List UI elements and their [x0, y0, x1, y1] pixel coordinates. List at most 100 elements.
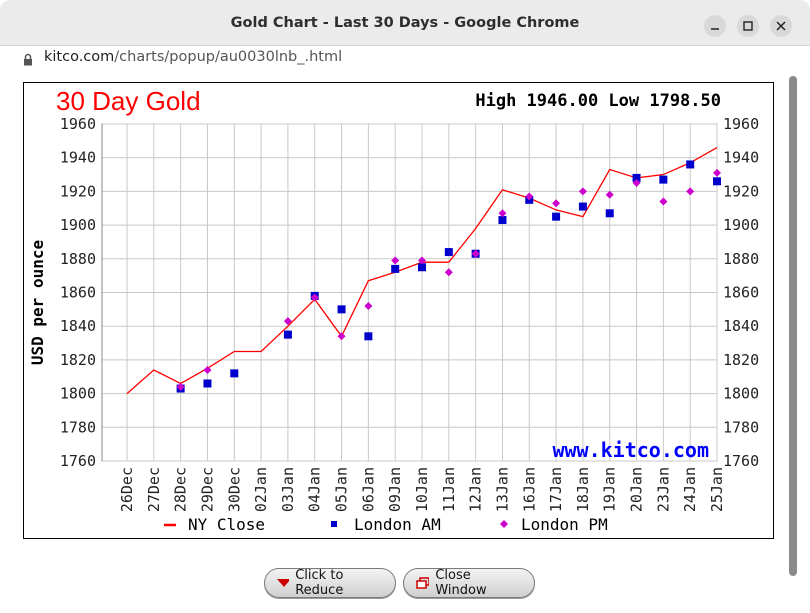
- x-tick-label: 13Jan: [493, 467, 511, 512]
- y-tick-label-right: 1880: [723, 250, 759, 268]
- london-pm-point: [525, 192, 534, 201]
- x-tick-label: 30Dec: [225, 467, 243, 512]
- legend-london-am-marker: [331, 521, 337, 527]
- y-tick-label-right: 1900: [723, 216, 759, 234]
- y-tick-label-left: 1880: [60, 250, 96, 268]
- y-tick-label-right: 1800: [723, 385, 759, 403]
- x-tick-label: 04Jan: [306, 467, 324, 512]
- london-pm-point: [713, 168, 721, 177]
- london-am-point: [686, 160, 695, 169]
- london-pm-point: [203, 366, 212, 375]
- london-am-point: [230, 369, 239, 378]
- x-tick-label: 11Jan: [440, 467, 458, 512]
- y-tick-label-left: 1900: [60, 216, 96, 234]
- legend-london-pm-marker: [500, 520, 508, 528]
- london-pm-point: [605, 190, 614, 199]
- y-tick-label-left: 1760: [60, 452, 96, 470]
- london-am-point: [391, 264, 400, 273]
- url-host: kitco.com: [44, 49, 115, 65]
- london-pm-point: [418, 256, 426, 265]
- chart-title: 30 Day Gold: [56, 86, 201, 116]
- x-tick-label: 12Jan: [467, 467, 485, 512]
- y-tick-label-left: 1920: [60, 182, 96, 200]
- london-pm-point: [176, 382, 185, 391]
- chart-frame: 1960 1960 1940 1940 1920 1920 1900 1900 1880 1880…: [23, 82, 774, 539]
- london-am-point: [498, 216, 507, 225]
- x-tick-label: 16Jan: [520, 467, 538, 512]
- y-tick-label-right: 1760: [723, 452, 759, 470]
- minimize-button[interactable]: [704, 15, 726, 37]
- vertical-scrollbar[interactable]: [789, 76, 797, 576]
- london-am-point: [659, 175, 668, 184]
- london-am-point: [283, 330, 292, 339]
- london-am-point: [203, 379, 212, 388]
- x-tick-label: 28Dec: [172, 467, 190, 512]
- london-pm-point: [444, 268, 453, 277]
- watermark-text: www.kitco.com: [552, 438, 709, 462]
- london-am-point: [364, 332, 373, 341]
- y-tick-label-left: 1940: [60, 149, 96, 167]
- y-tick-label-right: 1840: [723, 317, 759, 335]
- london-am-point: [444, 248, 453, 257]
- london-pm-point: [686, 187, 695, 196]
- window-close-icon: [416, 577, 430, 589]
- x-tick-label: 17Jan: [547, 467, 565, 512]
- click-to-reduce-button[interactable]: Click to Reduce: [264, 568, 396, 598]
- x-tick-label: 26Dec: [118, 467, 136, 512]
- close-icon: [776, 21, 786, 31]
- x-tick-label: 02Jan: [252, 467, 270, 512]
- y-tick-label-right: 1920: [723, 182, 759, 200]
- y-tick-label-left: 1960: [60, 115, 96, 133]
- maximize-icon: [743, 21, 753, 31]
- x-tick-label: 29Dec: [198, 467, 216, 512]
- x-tick-label: 23Jan: [654, 467, 672, 512]
- url-text[interactable]: kitco.com/charts/popup/au0030lnb_.html: [44, 49, 342, 65]
- x-tick-label: 19Jan: [601, 467, 619, 512]
- close-window-page-button[interactable]: Close Window: [403, 568, 535, 598]
- y-tick-label-right: 1780: [723, 418, 759, 436]
- london-am-point: [418, 263, 426, 272]
- london-am-point: [713, 177, 721, 186]
- london-pm-point: [498, 209, 507, 218]
- london-am-point: [552, 212, 561, 221]
- x-tick-label: 09Jan: [386, 467, 404, 512]
- x-tick-label: 27Dec: [145, 467, 163, 512]
- maximize-button[interactable]: [737, 15, 759, 37]
- london-pm-point: [659, 197, 668, 206]
- london-pm-point: [283, 317, 292, 326]
- y-axis-label: USD per ounce: [28, 240, 47, 365]
- london-pm-point: [578, 187, 587, 196]
- london-pm-point: [552, 199, 561, 208]
- address-bar[interactable]: kitco.com/charts/popup/au0030lnb_.html: [0, 46, 810, 72]
- london-pm-point: [310, 293, 319, 302]
- london-pm-point: [337, 332, 346, 341]
- url-path: /charts/popup/au0030lnb_.html: [114, 49, 343, 65]
- x-tick-label: 25Jan: [708, 467, 726, 512]
- minimize-icon: [711, 28, 719, 30]
- y-tick-label-left: 1840: [60, 317, 96, 335]
- y-tick-label-left: 1860: [60, 284, 96, 302]
- close-window-button[interactable]: [770, 15, 792, 37]
- y-tick-label-right: 1940: [723, 149, 759, 167]
- legend-london-am-label: London AM: [354, 515, 441, 534]
- x-tick-label: 03Jan: [279, 467, 297, 512]
- y-tick-label-right: 1960: [723, 115, 759, 133]
- x-tick-label: 10Jan: [413, 467, 431, 512]
- london-am-point: [632, 173, 641, 182]
- y-tick-label-right: 1860: [723, 284, 759, 302]
- legend-ny-close-label: NY Close: [188, 515, 265, 534]
- london-pm-point: [632, 178, 641, 187]
- click-to-reduce-label: Click to Reduce: [295, 568, 344, 598]
- y-tick-label-left: 1800: [60, 385, 96, 403]
- london-pm-point: [391, 256, 400, 265]
- x-tick-label: 20Jan: [628, 467, 646, 512]
- london-am-point: [605, 209, 614, 218]
- y-tick-label-left: 1780: [60, 418, 96, 436]
- london-pm-point: [471, 249, 480, 258]
- x-tick-label: 06Jan: [359, 467, 377, 512]
- y-tick-label-left: 1820: [60, 351, 96, 369]
- x-tick-label: 18Jan: [574, 467, 592, 512]
- lock-icon: [23, 51, 33, 70]
- window-title: Gold Chart - Last 30 Days - Google Chrom…: [230, 15, 580, 31]
